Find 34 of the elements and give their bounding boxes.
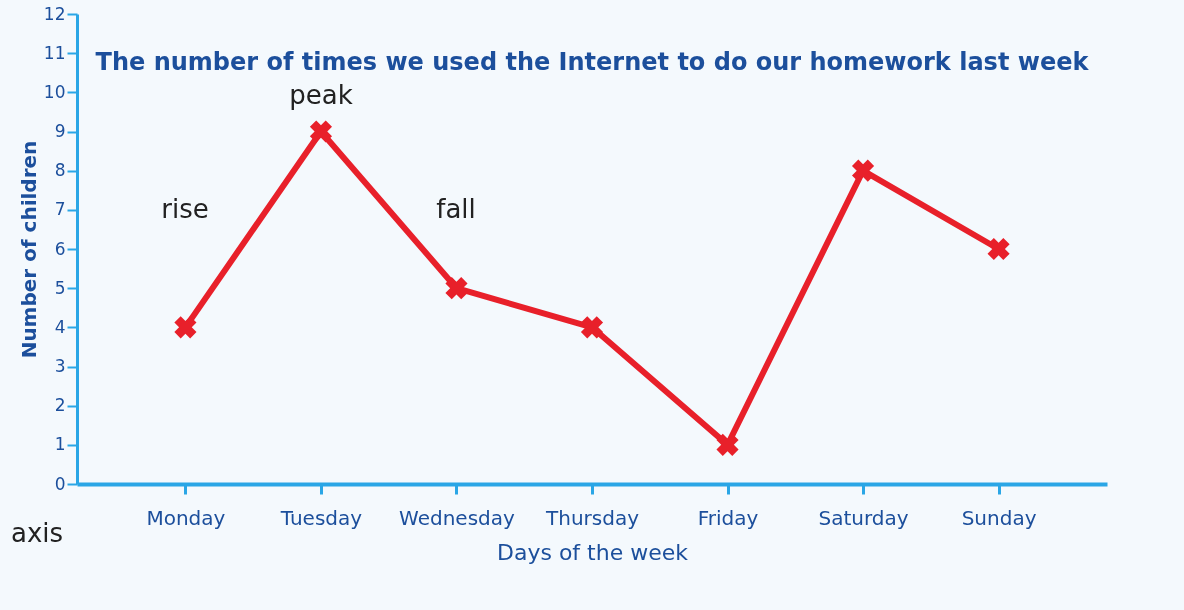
point <box>174 316 197 339</box>
x-axis-title: Days of the week <box>497 539 689 565</box>
y-tick-label: 11 <box>43 42 66 63</box>
point <box>987 237 1010 261</box>
point <box>580 316 604 339</box>
point <box>445 277 468 300</box>
text: axis <box>10 518 64 548</box>
point <box>716 433 739 456</box>
y-tick-label: 0 <box>54 473 66 494</box>
point <box>309 120 333 143</box>
annotation: peak <box>289 80 353 110</box>
y-tick-label: 6 <box>54 238 66 259</box>
x-tick-label: Thursday <box>545 505 640 530</box>
x-tick-label: Monday <box>146 505 226 530</box>
y-tick-label: 12 <box>43 3 66 24</box>
y-tick-label: 5 <box>54 277 66 298</box>
x-tick-label: Tuesday <box>279 505 363 530</box>
x-tick-label: Friday <box>697 505 759 530</box>
y-tick-label: 7 <box>54 199 66 220</box>
x-tick-label: Saturday <box>818 505 909 530</box>
x-tick-label: Sunday <box>961 505 1037 530</box>
x-tick-label: Wednesday <box>399 505 516 530</box>
y-tick-label: 8 <box>54 160 66 181</box>
y-tick-label: 4 <box>54 316 66 337</box>
y-axis-title: Number of children <box>16 140 41 359</box>
text: The number of times we used the Internet to do our homework last week <box>95 48 1090 76</box>
point <box>851 159 875 182</box>
y-tick-label: 9 <box>54 121 66 141</box>
annotation: fall <box>436 194 476 224</box>
annotation: rise <box>161 194 209 224</box>
y-tick-label: 2 <box>54 395 66 416</box>
y-tick-label: 3 <box>54 356 66 376</box>
y-tick-label: 1 <box>54 434 66 455</box>
y-tick-label: 10 <box>43 81 66 102</box>
